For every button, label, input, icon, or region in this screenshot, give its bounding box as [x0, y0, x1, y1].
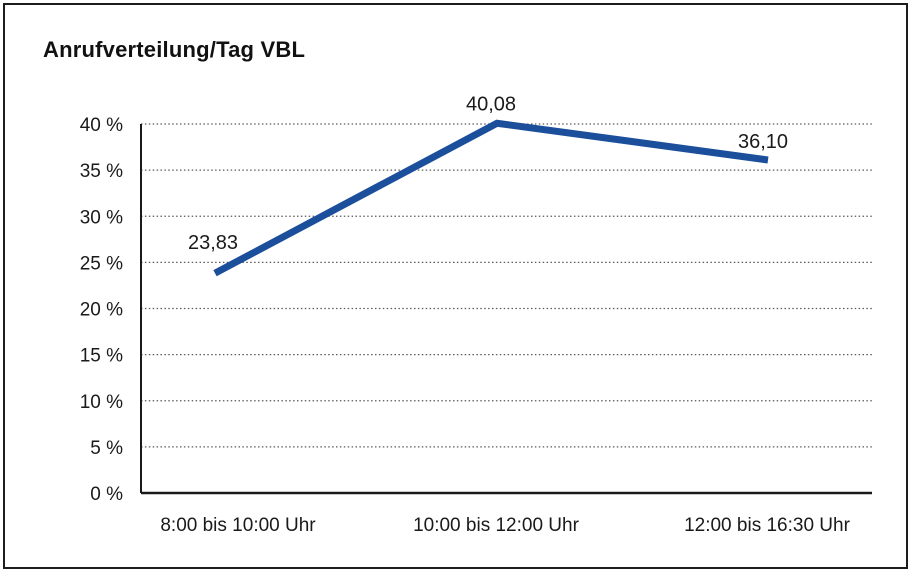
y-tick-label: 0 % [90, 484, 123, 505]
data-point-label: 36,10 [738, 131, 788, 153]
y-tick-label: 15 % [80, 346, 123, 367]
y-tick-label: 20 % [80, 300, 123, 321]
data-point-label: 23,83 [188, 232, 238, 254]
x-category-label: 12:00 bis 16:30 Uhr [684, 515, 851, 536]
y-tick-label: 40 % [80, 115, 123, 136]
x-category-label: 10:00 bis 12:00 Uhr [413, 515, 580, 536]
x-category-label: 8:00 bis 10:00 Uhr [160, 515, 316, 536]
chart-title: Anrufverteilung/Tag VBL [43, 37, 306, 62]
y-tick-label: 35 % [80, 161, 123, 182]
data-point-label: 40,08 [466, 93, 516, 115]
y-tick-label: 30 % [80, 207, 123, 228]
chart-frame: Anrufverteilung/Tag VBL [3, 3, 908, 569]
series-line [213, 119, 769, 277]
y-tick-label: 25 % [80, 253, 123, 274]
y-tick-label: 5 % [90, 438, 123, 459]
y-tick-label: 10 % [80, 392, 123, 413]
